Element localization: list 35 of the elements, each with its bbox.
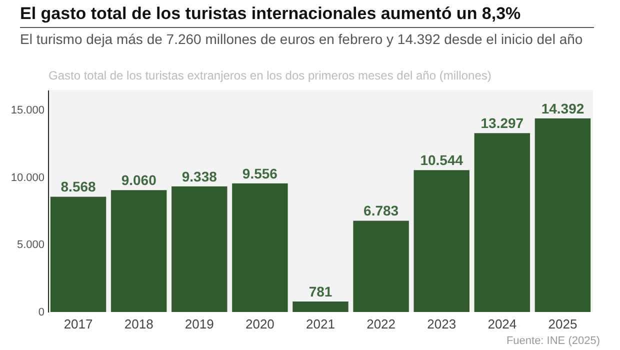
x-tick-label: 2017 — [64, 316, 93, 332]
x-tick-label: 2019 — [184, 316, 214, 332]
y-tick-label: 0 — [38, 306, 44, 318]
x-tick-label: 2020 — [245, 316, 274, 332]
data-label: 9.556 — [242, 165, 278, 182]
data-label: 9.338 — [182, 168, 218, 184]
bar — [172, 186, 228, 312]
y-tick-label: 5.000 — [16, 239, 44, 252]
y-tick-label: 15.000 — [10, 104, 44, 117]
x-tick-label: 2023 — [427, 316, 456, 332]
data-label: 10.544 — [420, 152, 464, 168]
y-tick-label: 10.000 — [10, 172, 44, 184]
bar — [353, 220, 409, 312]
bar — [232, 183, 288, 312]
data-label: 14.392 — [541, 100, 584, 116]
bar — [292, 301, 348, 312]
data-label: 13.297 — [480, 115, 524, 132]
data-label: 781 — [308, 283, 332, 300]
data-label: 6.783 — [364, 202, 399, 219]
y-axis-title: Gasto total de los turistas extranjeros en los dos primeros meses del año (millones) — [48, 68, 492, 82]
x-tick-label: 2025 — [548, 316, 578, 332]
source-note: Fuente: INE (2025) — [505, 335, 600, 347]
bar — [50, 196, 106, 312]
bar — [474, 133, 530, 312]
x-tick-label: 2024 — [488, 316, 517, 332]
data-label: 8.568 — [60, 178, 96, 195]
x-tick-label: 2022 — [366, 316, 396, 332]
x-tick-label: 2018 — [124, 316, 154, 332]
chart-subtitle: El turismo deja más de 7.260 millones de euros en febrero y 14.392 desde el inicio del año — [20, 31, 584, 47]
data-label: 9.060 — [121, 172, 157, 188]
chart-title: El gasto total de los turistas internacionales aumentó un 8,3% — [20, 4, 594, 28]
bar — [414, 170, 470, 312]
bar — [110, 190, 167, 312]
x-tick-label: 2021 — [306, 316, 335, 332]
bar — [534, 118, 591, 312]
